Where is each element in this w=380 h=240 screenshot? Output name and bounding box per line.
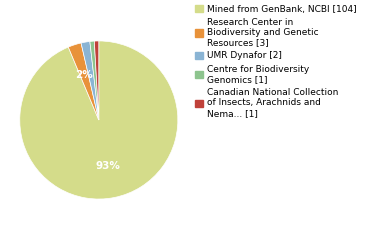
Wedge shape [68, 43, 99, 120]
Wedge shape [81, 42, 99, 120]
Wedge shape [90, 41, 99, 120]
Wedge shape [94, 41, 99, 120]
Legend: Mined from GenBank, NCBI [104], Research Center in
Biodiversity and Genetic
Reso: Mined from GenBank, NCBI [104], Research… [195, 5, 357, 118]
Wedge shape [20, 41, 178, 199]
Text: 2%: 2% [75, 70, 93, 80]
Text: 93%: 93% [96, 162, 120, 172]
